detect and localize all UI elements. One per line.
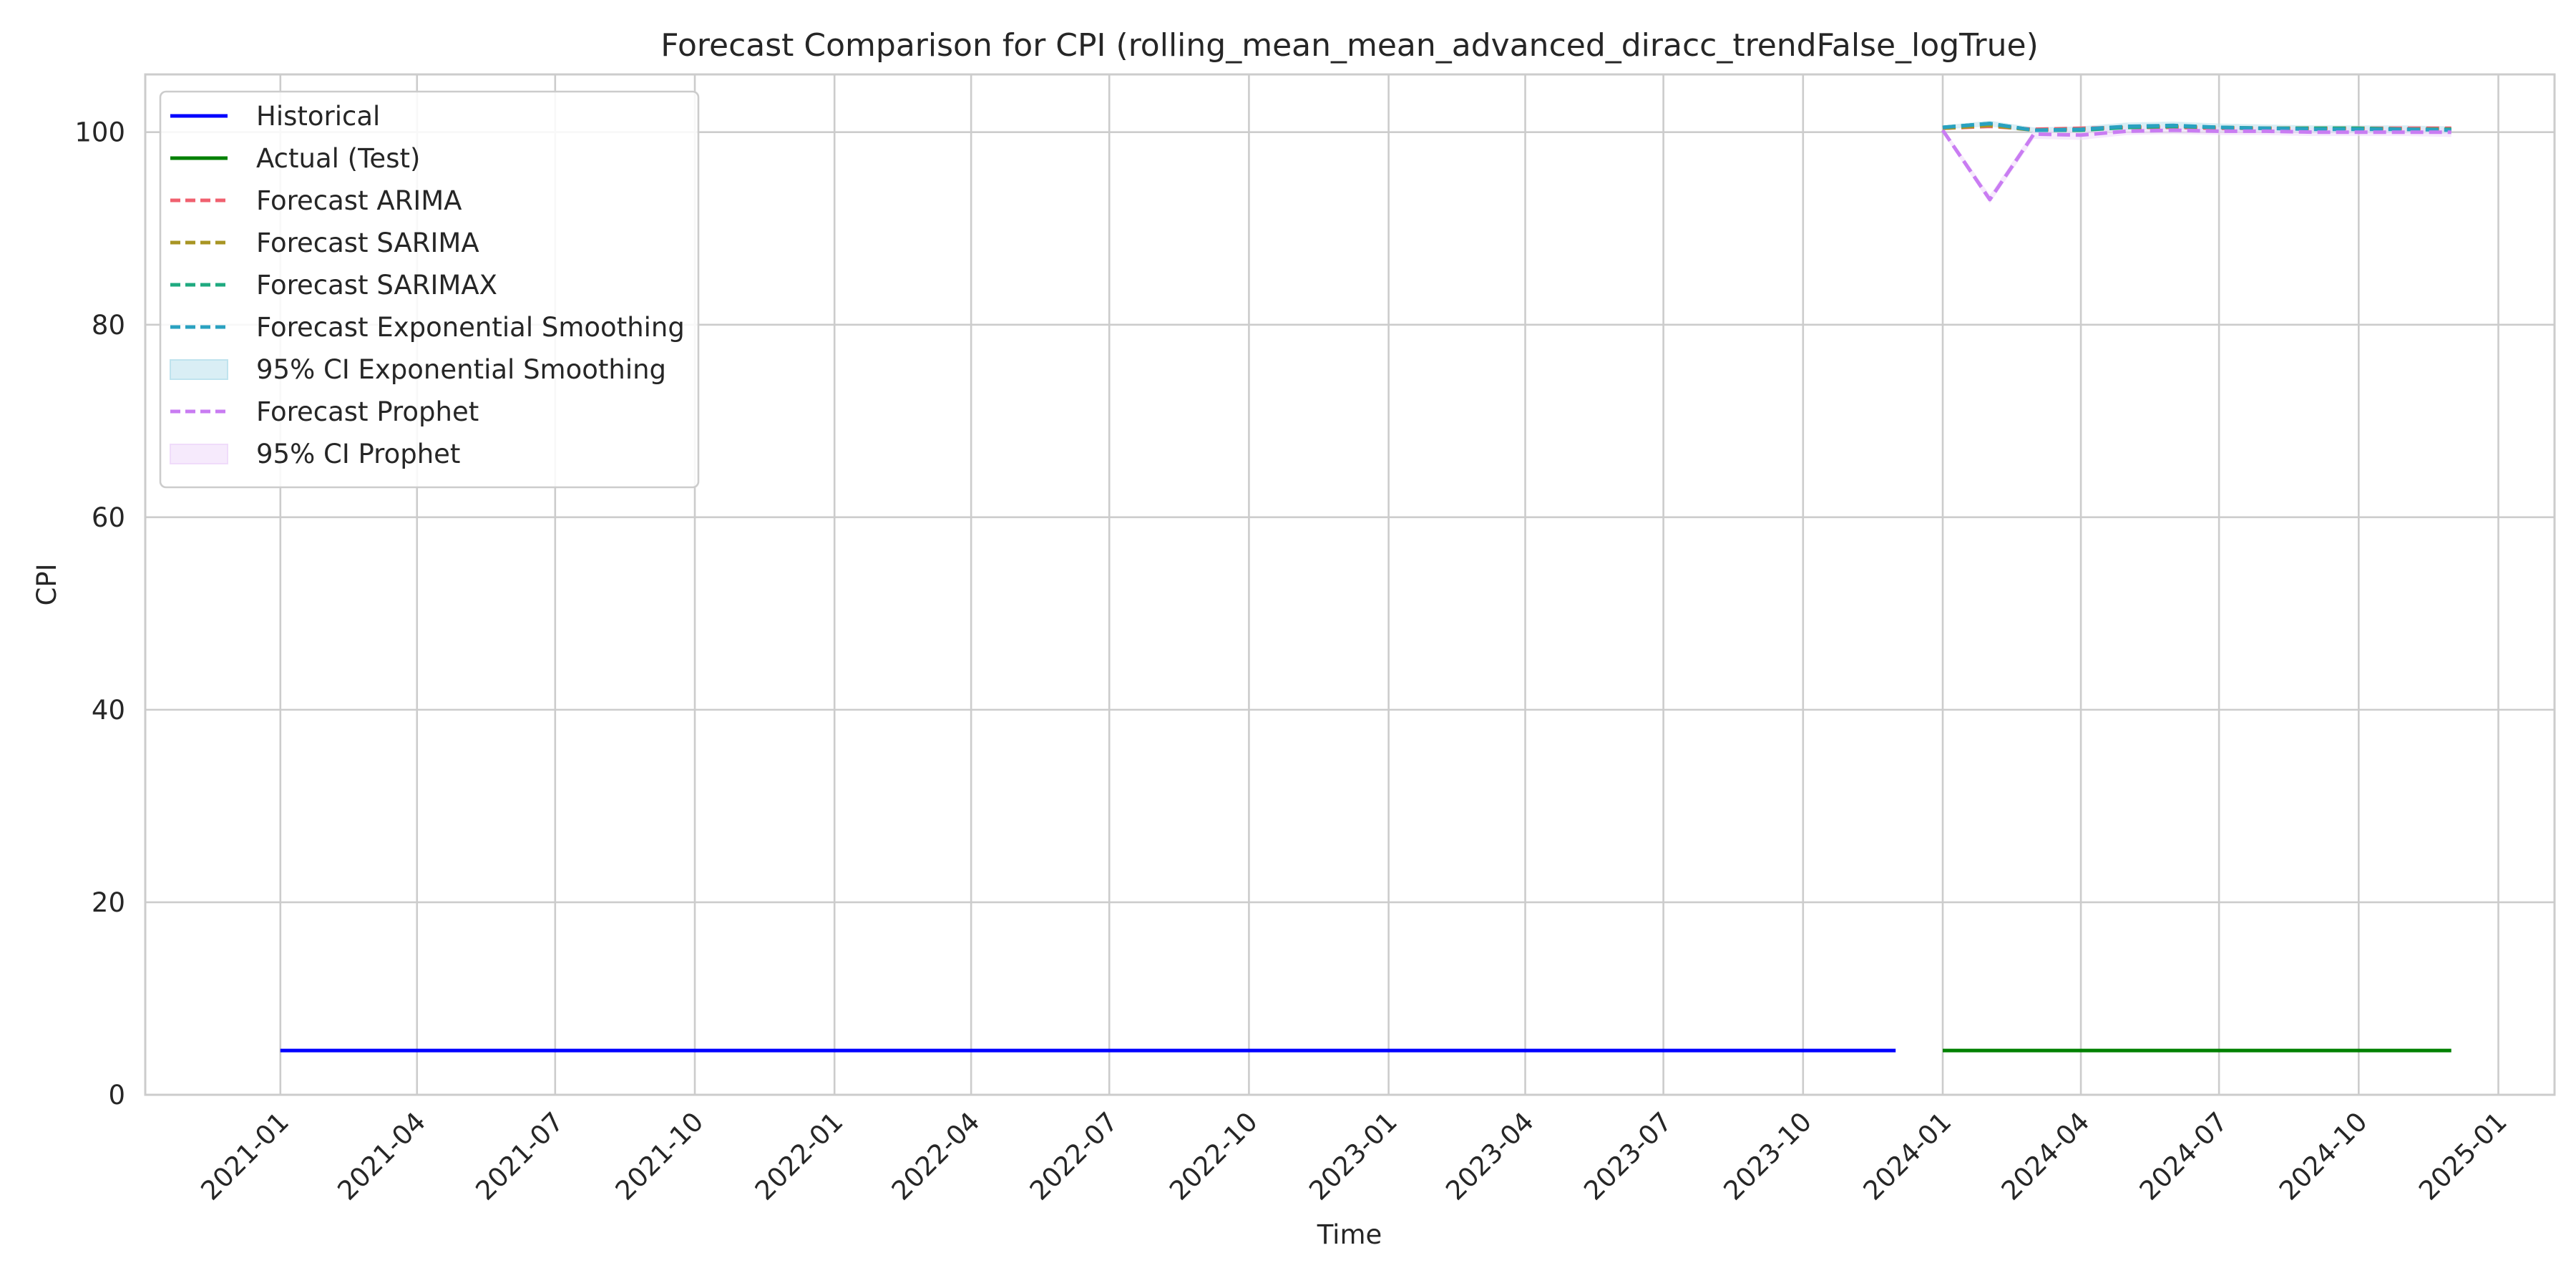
legend-label: Actual (Test) — [256, 143, 420, 174]
legend-entry: Forecast Prophet — [170, 396, 479, 427]
legend-label: Forecast ARIMA — [256, 185, 462, 216]
legend-entry: Forecast SARIMAX — [170, 270, 497, 301]
legend-label: 95% CI Prophet — [256, 439, 460, 469]
legend-box — [159, 90, 700, 489]
chart-title: Forecast Comparison for CPI (rolling_mea… — [660, 27, 2039, 64]
y-tick-label: 0 — [108, 1080, 125, 1111]
legend-swatch — [170, 444, 228, 464]
y-tick-label: 100 — [74, 117, 125, 148]
legend-entry: Historical — [170, 101, 380, 132]
y-tick-label: 80 — [92, 310, 125, 341]
x-axis-label: Time — [1317, 1219, 1382, 1250]
legend-label: Forecast Exponential Smoothing — [256, 312, 685, 343]
line-forecast-prophet — [1941, 128, 2451, 202]
y-tick-label: 20 — [92, 887, 125, 918]
legend-entry: 95% CI Exponential Smoothing — [170, 354, 666, 385]
y-axis-ticks: 0 20 40 60 80 100 — [74, 117, 125, 1111]
line-forecast-exponential-smoothing — [1942, 122, 2451, 132]
legend-entry: Forecast ARIMA — [170, 185, 462, 216]
legend-entry: Actual (Test) — [170, 143, 420, 174]
legend: Historical Actual (Test) Forecast ARIMA For… — [159, 90, 700, 489]
legend-swatch — [170, 359, 228, 380]
legend-label: Historical — [256, 101, 380, 132]
series-lines — [280, 122, 2451, 1053]
plot-frame — [144, 73, 2556, 1096]
y-axis-label: CPI — [31, 563, 62, 605]
legend-label: Forecast SARIMA — [256, 228, 479, 258]
y-tick-label: 60 — [92, 502, 125, 533]
legend-label: Forecast Prophet — [256, 396, 479, 427]
y-tick-label: 40 — [92, 695, 125, 726]
legend-label: Forecast SARIMAX — [256, 270, 497, 301]
legend-entry: Forecast SARIMA — [170, 228, 479, 258]
legend-entry: 95% CI Prophet — [170, 439, 460, 469]
band-95-ci-prophet — [1943, 126, 2451, 204]
legend-entry: Forecast Exponential Smoothing — [170, 312, 685, 343]
legend-label: 95% CI Exponential Smoothing — [256, 354, 666, 385]
